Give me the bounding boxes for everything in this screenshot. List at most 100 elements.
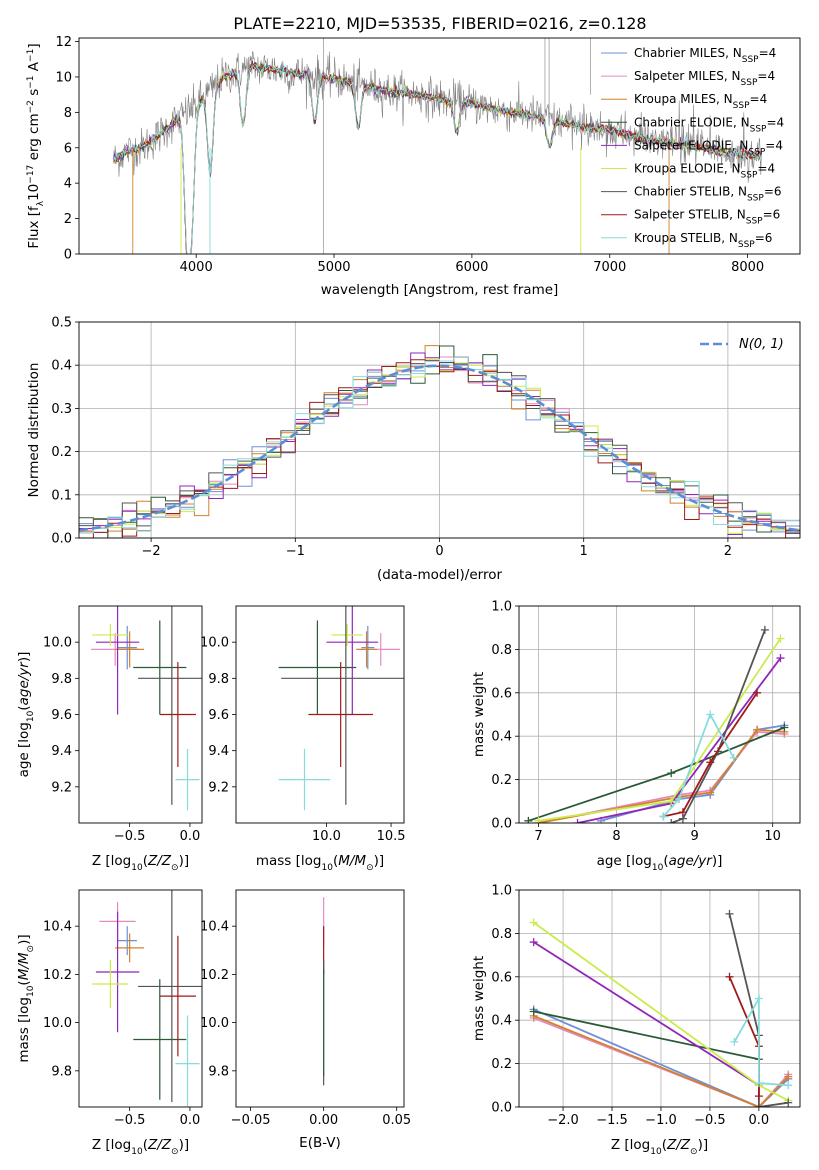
x-tick-label: 8000: [731, 260, 764, 275]
legend-label: Chabrier ELODIE, NSSP=4: [634, 115, 784, 134]
weight-marker: [776, 634, 785, 643]
model-spectrum-line: [113, 63, 762, 254]
residuals-plot-area: [79, 345, 800, 538]
mass-vs-Z-frame: [78, 889, 203, 1108]
weight-marker: [729, 753, 738, 762]
y-tick-label: 10.0: [43, 1016, 72, 1031]
histogram-step: [79, 356, 800, 534]
y-tick-label: 0.6: [491, 686, 512, 701]
weight-marker: [760, 625, 769, 634]
weight-marker: [753, 725, 762, 734]
data-spectrum-line: [113, 51, 762, 183]
weight-line: [538, 637, 782, 822]
y-tick-label: 0: [64, 248, 72, 263]
weight-marker: [784, 1081, 793, 1090]
x-axis-label: (data-model)/error: [377, 567, 503, 583]
spectrum-plot-area: [113, 38, 762, 254]
weight-marker: [784, 1098, 793, 1107]
mass-vs-Z-axes: −0.5 0.0 9.8 10.0 10.2 10.4 Z [log10(Z/Z⊙)] mas…: [16, 889, 203, 1157]
y-tick-label: 0.0: [491, 1101, 512, 1116]
y-tick-label: 0.6: [491, 970, 512, 985]
x-tick-label: 8: [612, 829, 620, 844]
weight-marker: [754, 994, 763, 1003]
weight-marker: [524, 816, 533, 823]
y-tick-label: 9.2: [208, 780, 229, 795]
age-vs-Z-plot-area: [91, 606, 202, 811]
x-tick-label: 0.0: [180, 1113, 201, 1128]
x-tick-label: 10.5: [377, 829, 406, 844]
age-vs-mass-axes: 10.0 10.5 9.2 9.4 9.6 9.8 10.0 mass [log10(M/M⊙…: [200, 605, 406, 873]
y-tick-label: 0.4: [491, 730, 512, 745]
weight-marker: [529, 938, 538, 947]
mass-vs-EBV-axes: −0.05 0.00 0.05 9.8 10.0 10.2 10.4 E(B-V): [200, 889, 411, 1151]
y-tick-label: 0.0: [51, 532, 72, 547]
mass-weight-vs-age-frame: [518, 605, 801, 824]
y-tick-label: 0.1: [51, 488, 72, 503]
x-tick-label: 7: [534, 829, 542, 844]
x-axis-label: E(B-V): [299, 1135, 341, 1151]
x-tick-label: −1: [286, 544, 305, 559]
x-tick-label: 0.0: [749, 1113, 770, 1128]
x-tick-label: −0.5: [114, 829, 146, 844]
histogram-step: [79, 356, 800, 538]
mass-weight-vs-Z-plot-area: [529, 909, 793, 1107]
x-axis-label: wavelength [Angstrom, rest frame]: [321, 282, 559, 298]
y-tick-label: 9.6: [208, 708, 229, 723]
weight-marker: [706, 788, 715, 797]
y-tick-label: 8: [64, 106, 72, 121]
weight-line: [533, 1010, 760, 1061]
x-tick-label: −0.5: [114, 1113, 146, 1128]
weight-marker: [573, 819, 582, 823]
weight-marker: [753, 688, 762, 697]
y-axis-label: mass [log10(M/M⊙)]: [16, 934, 36, 1062]
weight-marker: [529, 1007, 538, 1016]
y-tick-label: 9.2: [51, 780, 72, 795]
y-tick-label: 6: [64, 141, 72, 156]
plots-layer: 4000 5000 6000 7000 8000024681012wavelength …: [16, 35, 801, 1157]
mass-weight-vs-age-plot-area: [524, 625, 789, 823]
weight-marker: [667, 769, 676, 778]
weight-marker: [534, 816, 543, 823]
y-tick-label: 10.4: [43, 920, 72, 935]
legend-label: Salpeter ELODIE, NSSP=4: [634, 138, 783, 157]
weight-marker: [730, 1037, 739, 1046]
legend-label: Chabrier MILES, NSSP=4: [634, 46, 776, 65]
y-axis-label: age [log10(age/yr)]: [16, 652, 36, 778]
y-tick-label: 0.8: [491, 927, 512, 942]
x-tick-label: 4000: [180, 260, 213, 275]
y-tick-label: 0.2: [491, 773, 512, 788]
y-tick-label: 10.0: [200, 636, 229, 651]
x-axis-label: age [log10(age/yr)]: [597, 853, 723, 873]
x-tick-label: −2: [142, 544, 161, 559]
legend-label: Kroupa STELIB, NSSP=6: [634, 231, 772, 250]
age-vs-mass-plot-area: [278, 606, 404, 811]
y-tick-label: 0.2: [491, 1057, 512, 1072]
weight-marker: [667, 797, 676, 806]
y-tick-label: 12: [55, 35, 72, 50]
weight-marker: [754, 1103, 763, 1107]
legend-label: Kroupa MILES, NSSP=4: [634, 92, 767, 111]
y-tick-label: 10.4: [200, 920, 229, 935]
y-tick-label: 0.3: [51, 402, 72, 417]
y-tick-label: 10.2: [43, 968, 72, 983]
x-tick-label: 0: [435, 544, 443, 559]
spectrum-frame: [78, 37, 801, 255]
y-tick-label: 9.8: [208, 672, 229, 687]
weight-line: [538, 730, 785, 823]
y-tick-label: 9.6: [51, 708, 72, 723]
legend-label: Salpeter STELIB, NSSP=6: [634, 208, 780, 227]
y-tick-label: 10: [55, 70, 72, 85]
weight-marker: [529, 918, 538, 927]
x-tick-label: −1.5: [596, 1113, 628, 1128]
weight-marker: [659, 812, 668, 821]
y-axis-label: mass weight: [471, 956, 487, 1041]
weight-line: [728, 976, 760, 1097]
x-axis-label: Z [log10(Z/Z⊙)]: [611, 1137, 708, 1157]
mass-weight-vs-Z-frame: [518, 889, 801, 1108]
x-axis-label: mass [log10(M/M⊙)]: [256, 853, 384, 873]
x-axis-label: Z [log10(Z/Z⊙)]: [92, 1137, 189, 1157]
x-tick-label: 5000: [317, 260, 350, 275]
y-tick-label: 1.0: [491, 600, 512, 615]
y-tick-label: 0.4: [51, 359, 72, 374]
